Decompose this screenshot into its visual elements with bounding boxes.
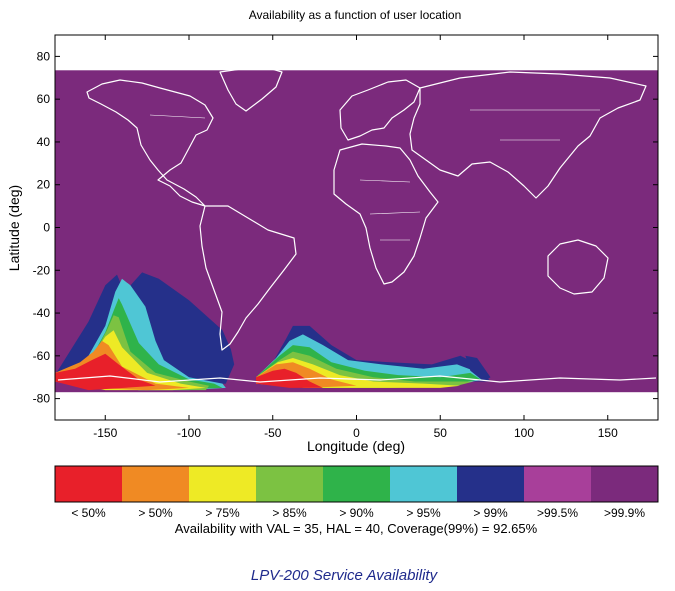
colorbar-label: < 50% — [71, 506, 106, 520]
colorbar-label: > 85% — [272, 506, 307, 520]
colorbar-label: > 75% — [205, 506, 240, 520]
colorbar-frame — [54, 465, 659, 503]
colorbar-label: > 90% — [339, 506, 374, 520]
colorbar-swatch — [323, 466, 390, 502]
africa-coast — [333, 143, 439, 285]
y-axis-label: Latitude (deg) — [6, 185, 22, 271]
chart-title: Availability as a function of user locat… — [249, 8, 462, 22]
map-plot-area: -150 -100 -50 0 50 100 150 80 60 40 20 0 -20 -40 -60 -… — [33, 34, 659, 440]
contour-band — [55, 353, 156, 391]
colorbar-legend: < 50% > 50% > 75% > 85% > 90% > 95% > 99% >99.5… — [54, 465, 659, 520]
colorbar-swatch — [390, 466, 457, 502]
colorbar-swatch — [55, 466, 122, 502]
colorbar-swatch — [256, 466, 323, 502]
coastline-outlines — [57, 65, 657, 383]
australia-coast — [547, 239, 609, 295]
x-tick-label: -50 — [264, 426, 282, 440]
x-axis-label: Longitude (deg) — [307, 438, 405, 454]
y-tick-label: 40 — [37, 135, 51, 149]
asia-coast — [409, 71, 647, 199]
y-tick-label: 0 — [43, 221, 50, 235]
x-tick-label: 100 — [514, 426, 534, 440]
y-tick-label: -40 — [33, 306, 51, 320]
south-america-coast — [199, 205, 297, 351]
y-tick-label: -80 — [33, 392, 51, 406]
contour-band — [465, 355, 491, 382]
greenland-coast — [219, 65, 283, 112]
colorbar-swatch — [591, 466, 658, 502]
x-tick-label: 50 — [434, 426, 448, 440]
region-2 — [465, 355, 491, 382]
y-tick-label: -60 — [33, 349, 51, 363]
figure-caption: LPV-200 Service Availability — [251, 567, 439, 584]
x-tick-label: 0 — [353, 426, 360, 440]
antarctica-coast — [57, 375, 657, 383]
contour-band — [256, 368, 323, 388]
colorbar-swatch — [122, 466, 189, 502]
y-tick-label: 80 — [37, 49, 51, 63]
colorbar-label: >99.9% — [604, 506, 645, 520]
colorbar-swatch — [189, 466, 256, 502]
y-axis-ticks: 80 60 40 20 0 -20 -40 -60 -80 — [33, 49, 658, 406]
availability-summary: Availability with VAL = 35, HAL = 40, Co… — [175, 521, 538, 536]
x-tick-label: -100 — [177, 426, 201, 440]
x-tick-label: 150 — [598, 426, 618, 440]
colorbar-label: > 95% — [406, 506, 441, 520]
y-tick-label: -20 — [33, 263, 51, 277]
y-tick-label: 20 — [37, 178, 51, 192]
y-tick-label: 60 — [37, 92, 51, 106]
north-america-coast — [86, 79, 214, 207]
colorbar-label: >99.5% — [537, 506, 578, 520]
colorbar-label: > 99% — [473, 506, 508, 520]
colorbar-swatch — [524, 466, 591, 502]
x-axis-ticks: -150 -100 -50 0 50 100 150 — [93, 35, 618, 440]
colorbar-swatch — [457, 466, 524, 502]
availability-contours — [55, 65, 658, 393]
europe-coast — [339, 79, 421, 141]
country-border-lines — [149, 109, 600, 241]
colorbar-label: > 50% — [138, 506, 173, 520]
x-tick-label: -150 — [93, 426, 117, 440]
